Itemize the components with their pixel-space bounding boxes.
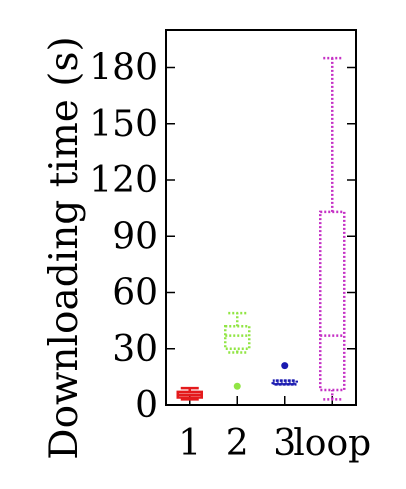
- x-tick-label: 2: [226, 423, 249, 464]
- y-tick-label: 30: [112, 329, 158, 370]
- outlier-point: [233, 382, 241, 390]
- y-tick-label: 150: [89, 104, 158, 145]
- y-tick-label: 60: [112, 273, 158, 314]
- y-axis-title: Downloading time (s): [42, 36, 87, 459]
- y-tick-label: 0: [135, 385, 158, 426]
- boxes: [176, 56, 346, 401]
- x-tick-label: 3: [273, 423, 296, 464]
- box-1: [176, 386, 203, 401]
- y-tick-label: 180: [89, 48, 158, 89]
- box-loop: [319, 56, 346, 401]
- plot-frame: [165, 29, 357, 406]
- y-tick-label: 120: [89, 160, 158, 201]
- x-tick-label: 1: [178, 423, 201, 464]
- iqr-box: [319, 210, 346, 392]
- box-2: [224, 311, 251, 390]
- outlier-point: [281, 362, 289, 370]
- iqr-box: [224, 325, 251, 350]
- y-tick-label: 90: [112, 216, 158, 257]
- box-3: [271, 362, 298, 386]
- x-tick-label: loop: [293, 423, 371, 464]
- y-axis: 0 30 60 90 120 150 180: [89, 48, 356, 426]
